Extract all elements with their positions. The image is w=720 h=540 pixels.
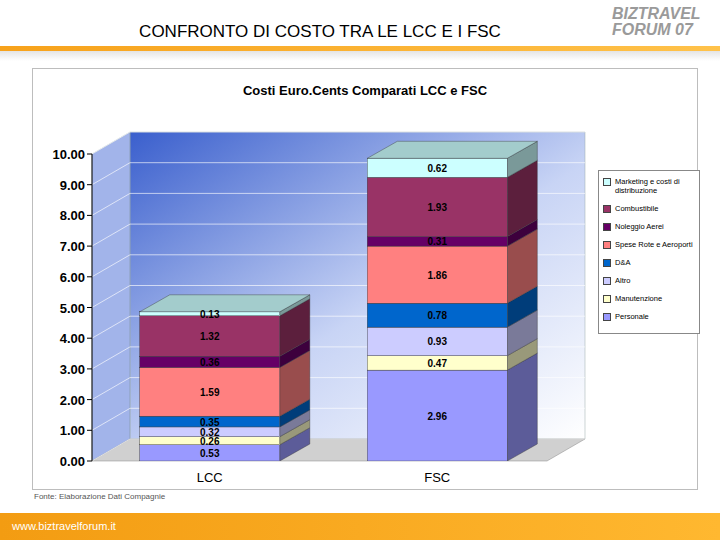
data-label: 1.93	[428, 202, 448, 213]
bar-segment	[367, 141, 537, 177]
tick-mark	[87, 368, 92, 369]
page: CONFRONTO DI COSTO TRA LE LCC E I FSC BI…	[0, 0, 720, 540]
tick-label: 1.00	[60, 423, 85, 438]
data-labels: 0.530.260.320.351.590.361.320.132.960.47…	[200, 163, 447, 459]
tick-label: 6.00	[60, 270, 85, 285]
data-label: 0.62	[428, 163, 448, 174]
grid	[87, 132, 585, 461]
legend-swatch	[603, 295, 611, 303]
tick-label: 7.00	[60, 239, 85, 254]
data-label: 1.59	[200, 387, 220, 398]
legend-label: Personale	[615, 312, 649, 321]
legend-swatch	[603, 259, 611, 267]
data-label: 0.93	[428, 336, 448, 347]
tick-mark	[87, 338, 92, 339]
tick-mark	[87, 215, 92, 216]
legend-item: Manutenzione	[601, 294, 697, 303]
chart-title: Costi Euro.Cents Comparati LCC e FSC	[243, 83, 488, 98]
tick-mark	[87, 399, 92, 400]
legend-label: Spese Rote e Aeroporti	[615, 240, 693, 249]
tick-mark	[87, 307, 92, 308]
data-label: 1.86	[428, 270, 448, 281]
legend-item: Personale	[601, 312, 697, 321]
header-band	[0, 51, 720, 61]
data-label: 0.31	[428, 236, 448, 247]
bars	[140, 141, 538, 461]
tick-label: 8.00	[60, 208, 85, 223]
data-label: 0.47	[428, 358, 448, 369]
data-label: 0.53	[200, 448, 220, 459]
header-title: CONFRONTO DI COSTO TRA LE LCC E I FSC	[40, 22, 600, 42]
legend-item: D&A	[601, 258, 697, 267]
data-label: 2.96	[428, 411, 448, 422]
tick-mark	[87, 276, 92, 277]
legend-swatch	[603, 313, 611, 321]
tick-label: 2.00	[60, 393, 85, 408]
legend-label: Altro	[615, 276, 630, 285]
y-axis	[92, 154, 93, 461]
data-label: 0.32	[200, 427, 220, 438]
category-label: FSC	[424, 470, 450, 485]
tick-mark	[87, 430, 92, 431]
legend-item: Combustibile	[601, 204, 697, 213]
data-label: 0.13	[200, 309, 220, 320]
tick-label: 9.00	[60, 178, 85, 193]
footer-url: www.biztravelforum.it	[12, 520, 116, 532]
bar-segment	[140, 295, 310, 316]
logo-text: BIZTRAVEL	[612, 6, 712, 22]
legend-label: Manutenzione	[615, 294, 662, 303]
tick-label: 3.00	[60, 362, 85, 377]
category-label: LCC	[197, 470, 223, 485]
legend-item: Altro	[601, 276, 697, 285]
legend-label: Marketing e costi di distribuzione	[615, 177, 697, 195]
legend-item: Spese Rote e Aeroporti	[601, 240, 697, 249]
legend-label: Noleggio Aerei	[615, 222, 664, 231]
tick-mark	[87, 154, 92, 155]
tick-label: 4.00	[60, 331, 85, 346]
data-label: 0.36	[200, 357, 220, 368]
logo: BIZTRAVELFORUM 07	[612, 6, 712, 38]
bar-segment	[367, 353, 537, 461]
data-label: 0.78	[428, 310, 448, 321]
legend-swatch	[603, 277, 611, 285]
tick-mark	[87, 184, 92, 185]
tick-mark	[87, 461, 92, 462]
legend-label: D&A	[615, 258, 630, 267]
legend-swatch	[603, 223, 611, 231]
data-label: 1.32	[200, 331, 220, 342]
tick-mark	[87, 246, 92, 247]
logo-text: FORUM 07	[612, 22, 712, 38]
tick-label: 0.00	[60, 454, 85, 469]
legend-item: Marketing e costi di distribuzione	[601, 177, 697, 195]
source: Fonte: Elaborazione Dati Compagnie	[34, 492, 165, 501]
legend-label: Combustibile	[615, 204, 658, 213]
legend-swatch	[603, 241, 611, 249]
tick-label: 5.00	[60, 301, 85, 316]
tick-label: 10.00	[52, 147, 85, 162]
legend-swatch	[603, 205, 611, 213]
legend-item: Noleggio Aerei	[601, 222, 697, 231]
legend: Marketing e costi di distribuzione Combus…	[598, 170, 700, 334]
data-label: 0.35	[200, 417, 220, 428]
legend-swatch	[603, 178, 611, 186]
